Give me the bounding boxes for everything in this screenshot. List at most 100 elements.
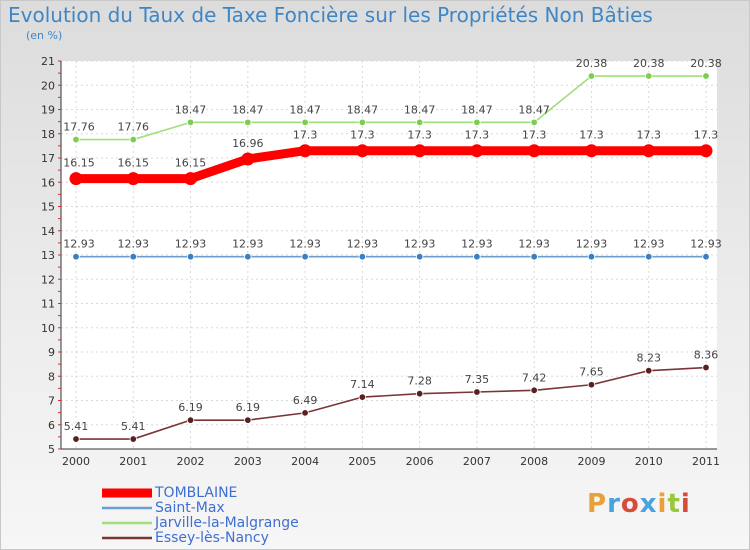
chart-title: Evolution du Taux de Taxe Foncière sur l… [8,3,653,27]
data-label: 12.93 [175,238,207,251]
y-tick-label: 10 [41,322,55,335]
data-point [244,252,252,261]
data-point [702,252,710,261]
data-label: 17.3 [293,129,318,142]
data-labels: 12.93 12.93 12.93 12.93 12.93 12.93 12.93 12.93… [63,57,722,433]
data-point [129,435,137,443]
data-point [186,252,195,261]
data-point [587,252,596,261]
data-point [642,144,656,158]
plot-area [61,61,717,449]
data-point [186,416,195,424]
data-point [702,72,710,80]
y-tick-label: 12 [41,273,55,286]
data-label: 7.65 [579,366,604,379]
data-point [699,144,713,158]
x-tick-label: 2003 [234,455,262,468]
data-label: 18.47 [232,103,264,116]
y-tick-label: 20 [41,79,55,92]
data-label: 16.96 [232,137,264,150]
data-label: 16.15 [175,157,207,170]
data-point [72,135,80,144]
data-point [587,72,596,80]
data-label: 18.47 [347,103,379,116]
data-point [587,381,596,389]
data-label: 8.36 [694,349,719,362]
data-point [413,144,427,158]
x-tick-label: 2001 [119,455,147,468]
data-label: 17.3 [579,129,604,142]
data-label: 20.38 [690,57,722,70]
legend-label: TOMBLAINE [155,485,238,501]
data-point [415,118,424,127]
x-tick-label: 2002 [177,455,205,468]
data-label: 12.93 [518,238,550,251]
proxiti-logo: Proxiti [587,489,691,519]
data-label: 7.35 [465,373,490,386]
data-label: 17.3 [465,129,490,142]
data-label: 6.19 [236,401,261,414]
data-point [702,363,710,372]
logo-letters: P [587,489,608,519]
data-label: 20.38 [633,57,665,70]
legend-label: Saint-Max [155,500,225,516]
series-line-Essey-lès-Nancy [75,366,707,440]
y-tick-label: 7 [48,395,55,408]
data-point [527,144,541,158]
data-label: 17.3 [694,129,719,142]
data-point [530,252,538,261]
data-point [473,252,481,261]
data-point [184,172,198,186]
legend-label: Jarville-la-Malgrange [155,515,299,531]
y-tick-label: 19 [41,104,55,117]
data-point [72,252,80,261]
data-point [241,152,255,166]
grid-lines [61,60,717,450]
data-label: 12.93 [461,238,493,251]
y-tick-label: 13 [41,249,55,262]
y-tick-label: 21 [41,55,55,68]
data-label: 16.15 [118,157,150,170]
data-point [645,366,653,375]
data-point [358,393,367,401]
data-point [301,409,309,417]
data-point [72,435,80,443]
data-point [415,390,424,398]
data-label: 17.3 [407,129,432,142]
y-tick-label: 6 [48,419,55,432]
data-label: 7.28 [407,375,432,388]
data-label: 16.15 [63,157,95,170]
y-tick-label: 14 [41,225,55,238]
data-label: 12.93 [404,238,436,251]
data-point [473,118,481,127]
data-label: 12.93 [289,238,321,251]
data-point [298,144,312,158]
y-tick-label: 18 [41,128,55,141]
data-label: 17.3 [636,129,661,142]
data-label: 5.41 [121,420,146,433]
unit-label: (en %) [26,29,63,42]
data-point [415,252,424,261]
data-label: 18.47 [518,103,550,116]
y-tick-label: 5 [48,443,55,456]
y-tick-label: 16 [41,176,55,189]
data-label: 17.76 [118,121,150,134]
data-label: 5.41 [64,420,89,433]
x-tick-label: 2006 [406,455,434,468]
x-tick-label: 2004 [291,455,319,468]
data-label: 12.93 [232,238,264,251]
data-label: 12.93 [118,238,150,251]
legend-label: Essey-lès-Nancy [155,530,269,546]
data-point [584,144,598,158]
data-point [645,252,653,261]
y-tick-label: 9 [48,346,55,359]
data-label: 12.93 [633,238,665,251]
x-tick-label: 2008 [520,455,548,468]
data-point [129,135,137,144]
data-point [244,118,252,127]
data-point [473,388,481,396]
series-line-TOMBLAINE [71,146,711,184]
y-tick-label: 11 [41,298,55,311]
data-label: 12.93 [347,238,379,251]
x-tick-label: 2000 [62,455,90,468]
